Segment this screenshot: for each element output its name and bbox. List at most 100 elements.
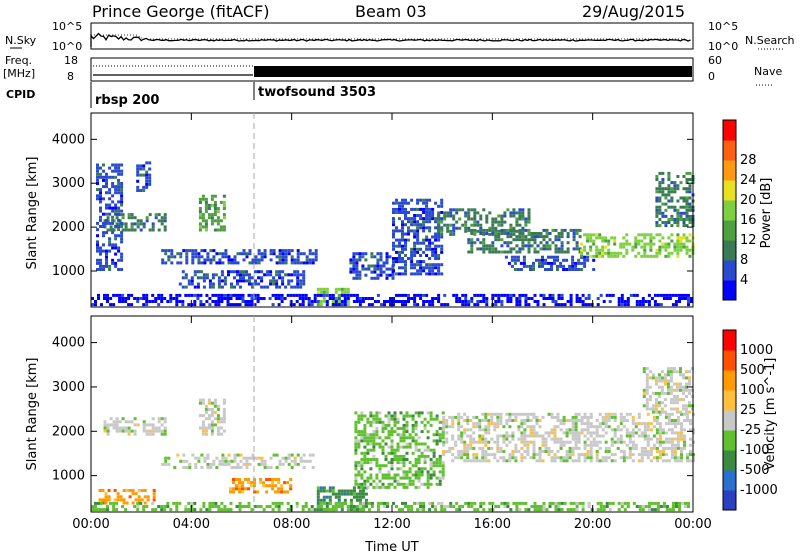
scatter-cell <box>154 216 158 220</box>
scatter-cell <box>589 456 593 460</box>
scatter-cell <box>163 432 167 436</box>
scatter-cell <box>130 216 134 220</box>
scatter-cell <box>251 276 254 280</box>
scatter-cell <box>423 458 427 461</box>
scatter-cell <box>649 459 653 463</box>
scatter-cell <box>402 470 406 474</box>
scatter-cell <box>372 433 376 437</box>
scatter-cell <box>583 245 587 249</box>
scatter-cell <box>678 505 681 508</box>
scatter-cell <box>562 264 566 268</box>
scatter-cell <box>551 241 555 245</box>
scatter-cell <box>375 430 379 434</box>
scatter-cell <box>204 200 208 204</box>
scatter-cell <box>529 264 532 268</box>
scatter-cell <box>422 501 426 505</box>
scatter-cell <box>260 456 264 460</box>
scatter-cell <box>577 434 581 438</box>
scatter-cell <box>667 446 671 450</box>
scatter-cell <box>493 422 497 426</box>
scatter-cell <box>438 482 442 486</box>
scatter-cell <box>670 412 674 416</box>
scatter-cell <box>676 431 680 435</box>
scatter-cell <box>416 214 420 217</box>
scatter-cell <box>643 251 647 255</box>
scatter-cell <box>102 163 105 167</box>
scatter-cell <box>94 505 97 508</box>
scatter-cell <box>518 247 522 251</box>
scatter-cell <box>601 251 605 255</box>
scatter-cell <box>191 453 195 457</box>
scatter-cell <box>201 219 205 223</box>
scatter-cell <box>506 501 510 505</box>
scatter-cell <box>550 431 554 435</box>
scatter-cell <box>666 373 670 377</box>
scatter-cell <box>622 450 626 453</box>
scatter-cell <box>257 249 261 253</box>
scatter-cell <box>688 171 692 175</box>
scatter-cell <box>676 175 680 178</box>
scatter-cell <box>565 440 569 444</box>
scatter-cell <box>201 398 205 402</box>
scatter-cell <box>669 388 673 392</box>
scatter-cell <box>520 431 524 435</box>
scatter-cell <box>500 250 504 254</box>
scatter-cell <box>367 303 371 307</box>
scatter-cell <box>658 251 662 255</box>
scatter-cell <box>349 501 353 505</box>
scatter-cell <box>278 462 282 466</box>
scatter-cell <box>661 431 665 435</box>
scatter-cell <box>233 258 237 262</box>
scatter-cell <box>610 254 614 258</box>
scatter-cell <box>653 303 657 307</box>
scatter-cell <box>602 505 606 508</box>
scatter-cell <box>343 492 347 496</box>
scatter-cell <box>481 453 485 457</box>
scatter-cell <box>472 431 476 435</box>
scatter-cell <box>517 428 521 432</box>
scatter-cell <box>428 269 432 273</box>
scatter-cell <box>497 250 501 254</box>
scatter-cell <box>479 293 483 297</box>
scatter-cell <box>207 207 211 210</box>
scatter-cell <box>118 426 122 430</box>
scatter-cell <box>396 454 400 458</box>
scatter-cell <box>175 508 179 512</box>
scatter-cell <box>202 505 206 508</box>
scatter-cell <box>666 379 670 383</box>
scatter-cell <box>99 194 102 198</box>
scatter-cell <box>106 228 110 232</box>
scatter-cell <box>435 461 439 465</box>
scatter-cell <box>490 422 494 426</box>
scatter-cell <box>154 213 158 217</box>
scatter-cell <box>509 223 513 227</box>
scatter-cell <box>682 233 686 237</box>
scatter-cell <box>241 484 244 488</box>
scatter-cell <box>455 226 459 230</box>
scatter-cell <box>337 492 341 496</box>
scatter-cell <box>571 255 575 259</box>
scatter-cell <box>506 505 510 508</box>
scatter-cell <box>102 234 105 238</box>
scatter-cell <box>514 450 518 453</box>
scatter-cell <box>354 464 358 468</box>
scatter-cell <box>216 216 220 220</box>
scatter-cell <box>638 300 642 303</box>
scatter-cell <box>440 229 444 233</box>
scatter-cell <box>375 482 379 486</box>
scatter-cell <box>643 428 647 432</box>
scatter-cell <box>458 300 462 303</box>
scatter-cell <box>664 437 668 441</box>
scatter-cell <box>596 297 600 300</box>
scatter-cell <box>566 247 570 251</box>
scatter-cell <box>595 251 599 255</box>
colorbar-swatch <box>723 370 736 391</box>
scatter-cell <box>515 223 519 227</box>
scatter-cell <box>589 431 593 435</box>
scatter-cell <box>413 297 417 300</box>
scatter-cell <box>583 261 587 265</box>
scatter-cell <box>426 454 430 458</box>
scatter-cell <box>352 293 356 297</box>
scatter-cell <box>562 431 566 435</box>
scatter-cell <box>100 501 103 505</box>
